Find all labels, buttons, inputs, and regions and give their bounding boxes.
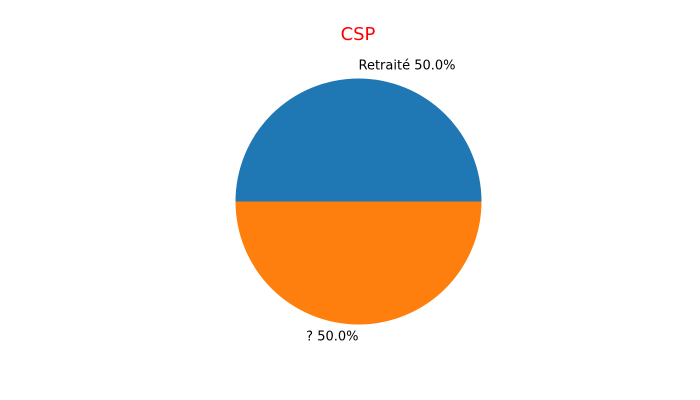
- pie-slice: [235, 201, 482, 325]
- slices-layer: [235, 78, 482, 325]
- chart-title: CSP: [341, 24, 376, 45]
- slice-label: ? 50.0%: [306, 329, 358, 344]
- slice-label: Retraité 50.0%: [359, 59, 456, 74]
- labels-layer: Retraité 50.0% ? 50.0%: [306, 59, 455, 345]
- pie-slice: [235, 78, 482, 202]
